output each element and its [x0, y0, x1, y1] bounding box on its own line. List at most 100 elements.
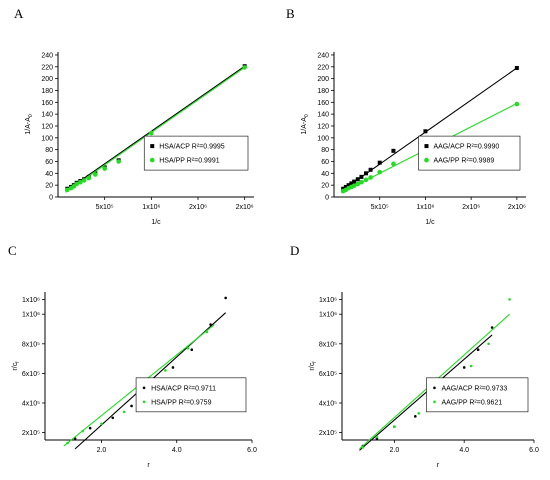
y-tick-label: 0	[325, 195, 329, 202]
data-point	[417, 412, 421, 415]
fit-line	[65, 65, 245, 192]
y-tick-label: 120	[41, 123, 53, 130]
y-tick-label: 8x10⁵	[22, 341, 40, 348]
series-2	[359, 298, 511, 450]
legend-frame	[135, 377, 247, 413]
y-tick-label: 2x10⁵	[319, 430, 337, 437]
y-tick-label: 1x10⁶	[22, 312, 40, 319]
x-axis-label: 1/c	[425, 219, 435, 226]
data-point	[469, 364, 473, 368]
data-point	[93, 172, 98, 177]
y-tick-label: 240	[317, 52, 329, 59]
data-point	[65, 187, 70, 193]
data-point	[130, 404, 133, 408]
y-tick-label: 60	[321, 159, 329, 166]
y-tick-label: 20	[321, 183, 329, 190]
data-point	[346, 183, 351, 188]
data-point	[190, 348, 194, 352]
legend-marker	[424, 157, 429, 163]
panel-d: D 2x10⁵ 4x10⁵ 6x10⁵ 8x10⁵ 1x10⁶ 1x10⁶ 2.0 4.0 6.0…	[290, 243, 539, 469]
y-axis-label: r/cf	[12, 361, 21, 371]
data-point	[391, 148, 396, 153]
x-tick-label: 6.0	[247, 447, 257, 454]
data-point	[514, 65, 519, 70]
legend-frame	[143, 135, 249, 171]
panel-b: B 0 20 40 60 80 100 120 140 160 180 200 220 240 5x10⁵ 1…	[286, 6, 526, 226]
data-point	[149, 130, 154, 136]
data-point	[171, 366, 175, 369]
legend: HSA/ACP R²=0.9995 HSA/PP R²=0.9991	[143, 135, 249, 171]
data-point	[111, 416, 115, 420]
data-point	[364, 171, 368, 176]
panel-letter: D	[290, 243, 299, 258]
y-tick-label: 40	[321, 171, 329, 178]
y-tick-label: 160	[317, 100, 329, 107]
panel-a: A 0 20 40 60 80 100 120 140 160 180 200 220 240 5x10⁵ 1…	[14, 6, 254, 226]
legend: HSA/ACP R²=0.9711 HSA/PP R²=0.9759	[135, 377, 247, 413]
y-tick-label: 240	[41, 52, 53, 59]
legend-label: HSA/ACP R²=0.9995	[159, 144, 225, 151]
y-tick-label: 6x10⁵	[22, 371, 40, 378]
x-axis-label: r	[147, 462, 150, 469]
data-point	[164, 369, 167, 372]
data-point	[393, 425, 396, 428]
y-tick-label: 4x10⁵	[319, 401, 337, 408]
x-tick-label: 2x10⁶	[236, 204, 254, 211]
y-tick-label: 1x10⁶	[319, 297, 337, 304]
y-tick-label: 1x10⁶	[319, 312, 337, 319]
y-axis-label: 1/A-A0	[25, 114, 34, 135]
fit-line	[359, 334, 493, 451]
legend: AAG/ACP R²=0.9733 AAG/PP R²=0.9621	[426, 377, 529, 413]
series-1	[65, 64, 247, 192]
x-tick-label: 4.0	[172, 447, 182, 454]
data-point	[423, 129, 428, 134]
data-point	[186, 346, 190, 350]
y-tick-label: 140	[41, 112, 53, 119]
y-tick-label: 6x10⁵	[319, 371, 337, 378]
data-point	[414, 415, 417, 418]
data-point	[352, 179, 357, 184]
data-point	[205, 330, 209, 334]
data-point	[74, 181, 79, 187]
panel-letter: C	[8, 243, 17, 258]
x-tick-label: 2.0	[389, 447, 399, 454]
legend-label: AAG/ACP R²=0.9990	[433, 144, 499, 151]
x-axis-label: 1/c	[151, 219, 161, 226]
y-tick-label: 200	[317, 76, 329, 83]
y-tick-label: 100	[317, 135, 329, 142]
data-point	[224, 296, 227, 300]
data-point	[368, 167, 373, 172]
data-point	[209, 323, 212, 326]
y-tick-label: 0	[49, 195, 53, 202]
y-tick-label: 1x10⁶	[22, 297, 40, 304]
data-point	[116, 159, 121, 164]
y-tick-label: 8x10⁵	[319, 341, 337, 348]
legend-marker	[433, 400, 436, 404]
series-2	[65, 65, 247, 193]
y-tick-label: 180	[317, 88, 329, 95]
panel-c: C 2x10⁵ 4x10⁵ 6x10⁵ 8x10⁵ 1x10⁶ 1x10⁶ 2.0 4.0 6.0…	[8, 243, 257, 469]
data-point	[355, 177, 360, 182]
y-tick-label: 220	[41, 64, 53, 71]
y-tick-label: 4x10⁵	[22, 401, 40, 408]
data-point	[86, 175, 92, 181]
legend-marker	[142, 386, 146, 390]
data-point	[490, 326, 494, 329]
legend-label: AAG/PP R²=0.9621	[441, 399, 502, 406]
y-tick-label: 200	[41, 76, 53, 83]
y-tick-label: 40	[45, 171, 53, 178]
x-tick-label: 1x10⁶	[416, 204, 434, 211]
data-point	[359, 179, 364, 185]
data-point	[391, 161, 396, 167]
legend-label: HSA/ACP R²=0.9711	[151, 385, 216, 392]
data-point	[487, 342, 490, 346]
data-point	[242, 65, 247, 70]
data-point	[81, 429, 84, 433]
data-point	[508, 298, 511, 301]
panel-letter: A	[14, 6, 24, 21]
data-point	[66, 441, 69, 445]
legend-frame	[426, 377, 529, 413]
y-tick-label: 160	[41, 100, 53, 107]
legend-label: AAG/ACP R²=0.9733	[441, 385, 507, 392]
